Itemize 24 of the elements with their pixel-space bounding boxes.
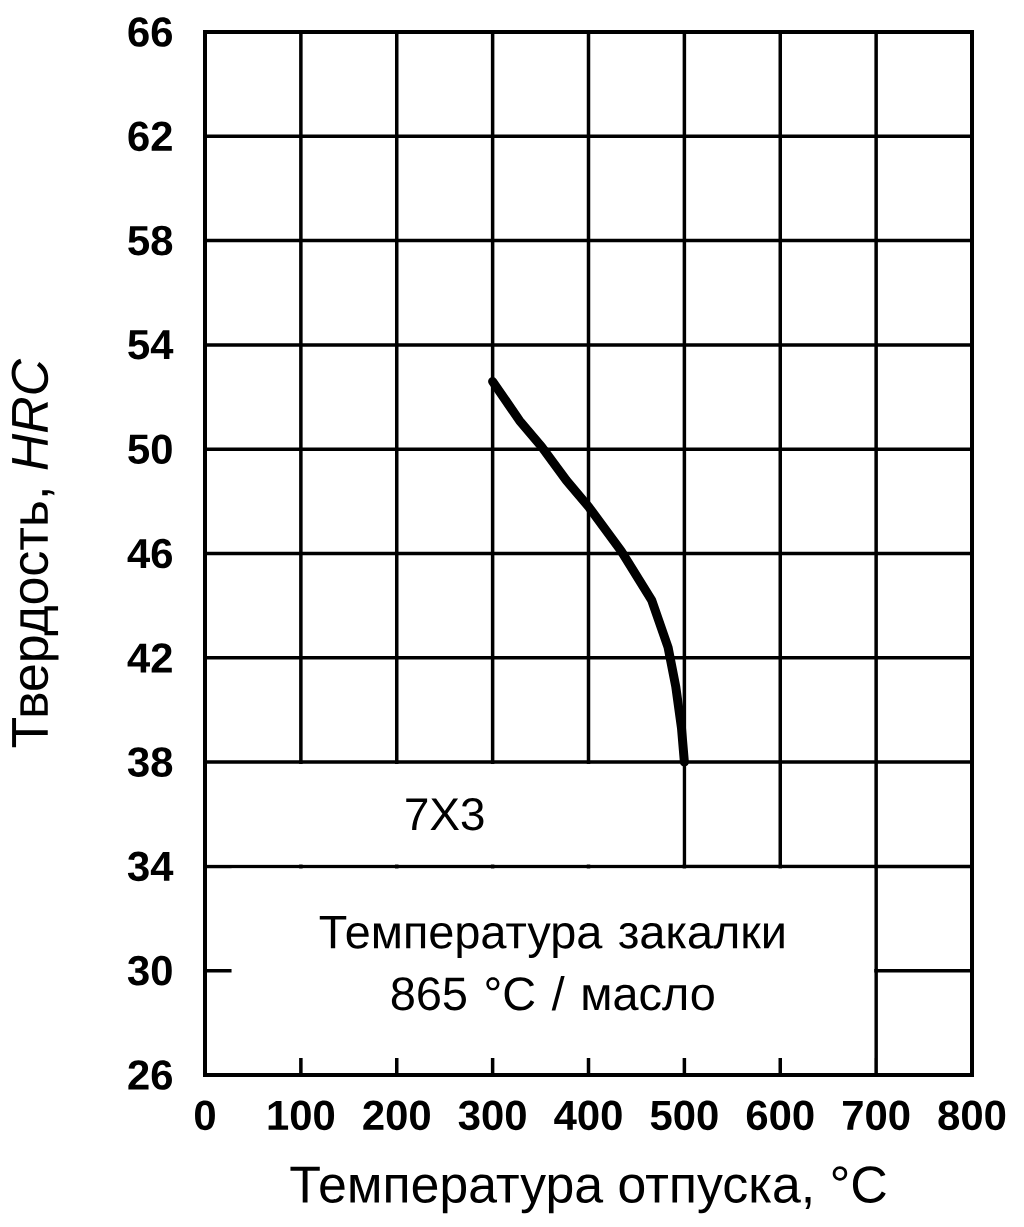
- y-tick-label: 42: [127, 643, 172, 673]
- x-tick-label: 300: [458, 1100, 526, 1131]
- y-axis-title: Твердость, HRC: [11, 358, 59, 748]
- y-tick-label: 34: [127, 851, 174, 882]
- y-tick-label: 54: [128, 330, 174, 360]
- y-tick-label: 58: [128, 225, 173, 256]
- x-tick-label: 700: [843, 1100, 910, 1131]
- x-tick-label: 500: [650, 1100, 718, 1131]
- y-tick-label: 30: [127, 955, 172, 986]
- x-tick-label: 800: [938, 1100, 1006, 1131]
- y-tick-label: 46: [127, 538, 172, 569]
- y-tick-label: 38: [127, 747, 173, 777]
- y-tick-label: 50: [128, 434, 172, 465]
- x-tick-label: 600: [746, 1100, 814, 1131]
- x-tick-label: 200: [363, 1100, 430, 1131]
- y-tick-label: 26: [128, 1060, 172, 1090]
- annotation: Температура закалки 865 °C / масло: [319, 915, 784, 1011]
- x-axis-title: Температура отпуска, °C: [290, 1166, 886, 1214]
- annotation: 7Х3: [406, 798, 484, 831]
- x-tick-label: 400: [554, 1100, 622, 1131]
- y-tick-label: 66: [128, 17, 172, 47]
- x-tick-label: 100: [268, 1100, 335, 1131]
- x-tick-label: 0: [195, 1100, 215, 1131]
- y-tick-label: 62: [128, 121, 172, 152]
